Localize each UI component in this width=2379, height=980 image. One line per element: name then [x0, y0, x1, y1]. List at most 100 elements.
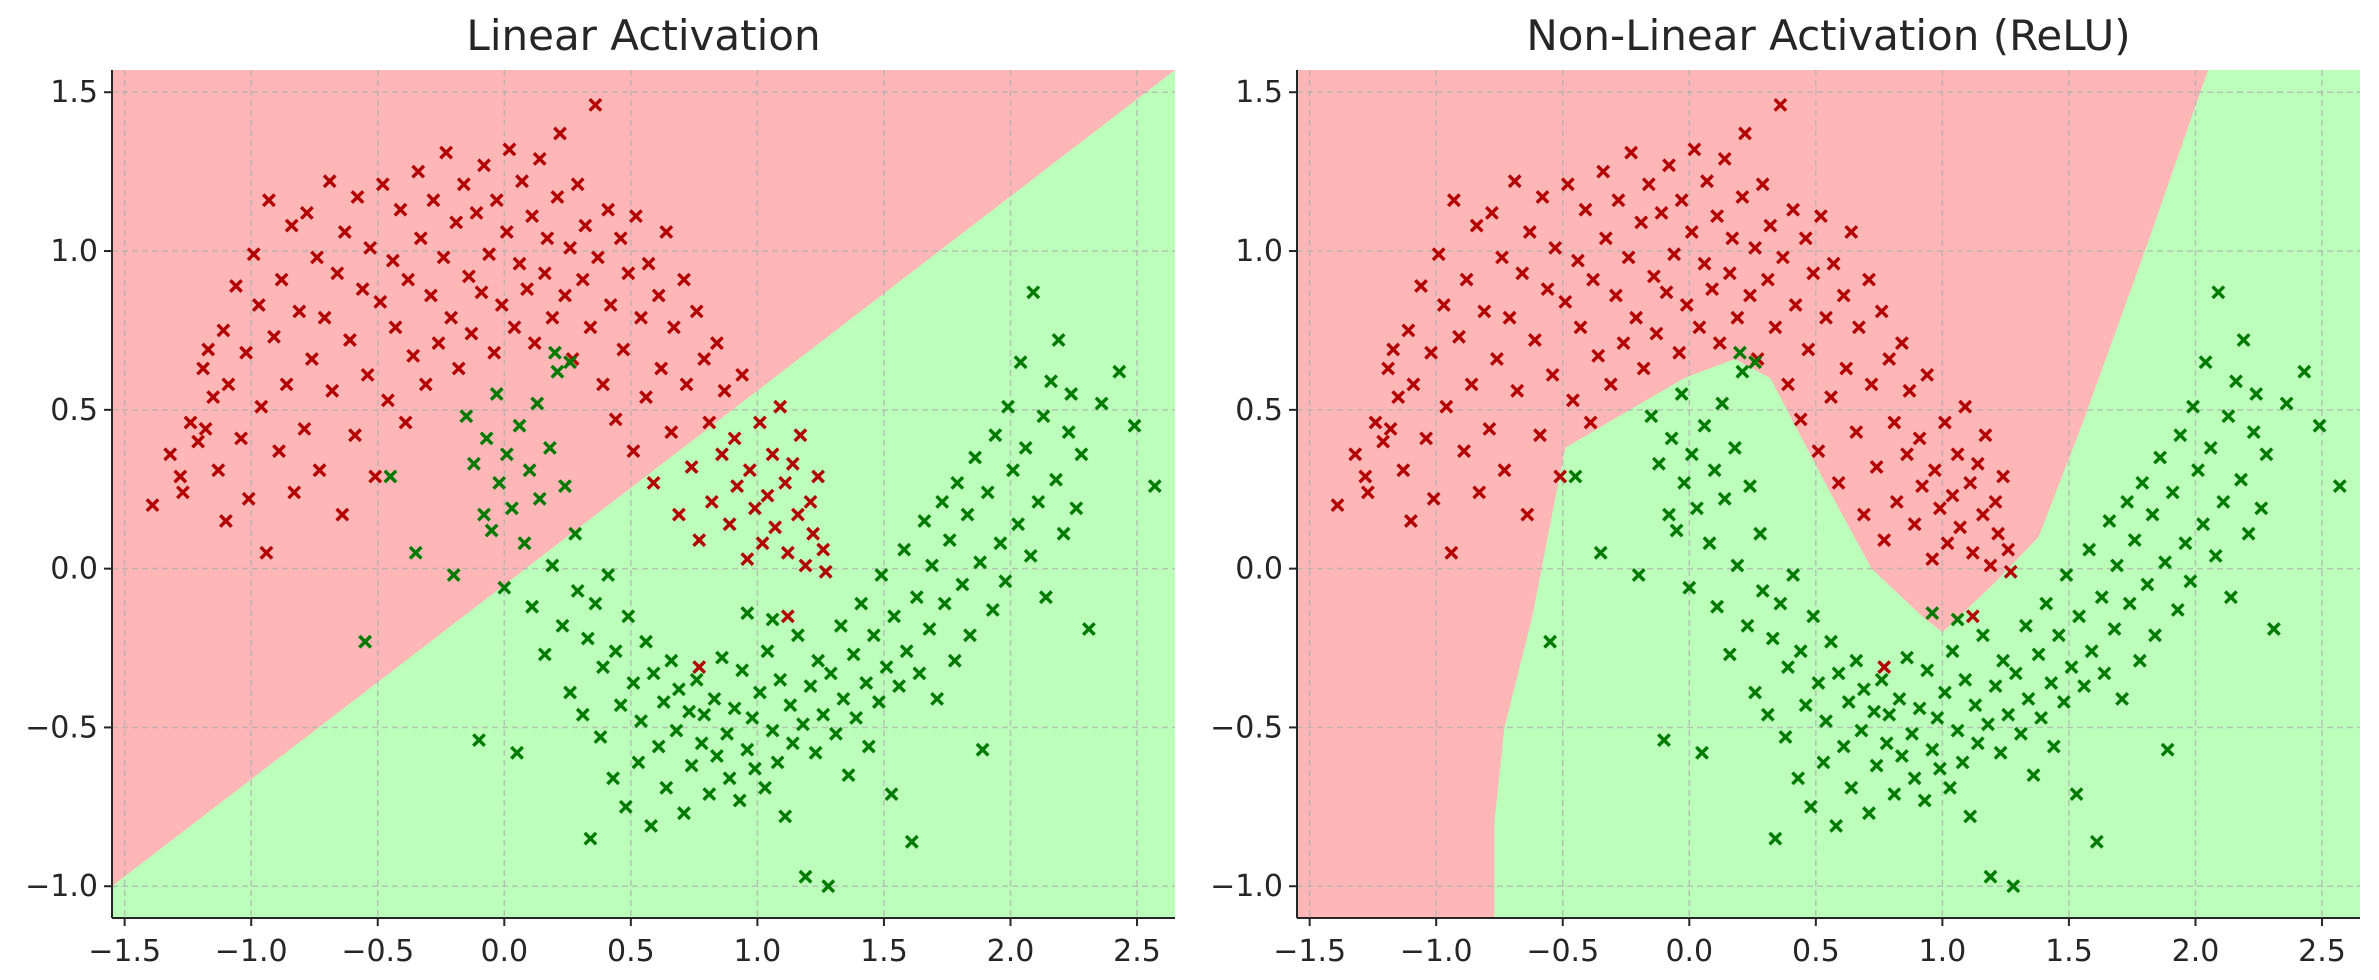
data-point [833, 618, 848, 633]
data-point [1743, 479, 1757, 494]
data-point [520, 282, 535, 297]
data-point [1722, 647, 1737, 662]
data-point [1968, 698, 1983, 713]
data-point [606, 771, 621, 786]
data-point [1472, 485, 1487, 500]
data-point [1983, 869, 1998, 884]
data-point [1074, 447, 1089, 462]
data-point [360, 367, 375, 382]
y-tick-label: 0.0 [50, 552, 98, 587]
data-point [628, 209, 643, 224]
data-point [654, 361, 669, 376]
data-point [704, 494, 719, 509]
data-point [487, 345, 502, 360]
data-point [1023, 548, 1038, 563]
data-point [973, 555, 988, 570]
data-point [547, 345, 562, 360]
data-point [1755, 177, 1770, 192]
data-point [2234, 472, 2248, 487]
data-point [145, 498, 160, 513]
data-point [887, 609, 902, 624]
data-point [563, 240, 578, 255]
data-point [259, 545, 274, 560]
data-point [1482, 421, 1497, 436]
data-point [2082, 542, 2097, 557]
data-point [1452, 329, 1466, 344]
data-point [504, 501, 519, 516]
data-point [1558, 294, 1573, 309]
data-point [1963, 809, 1978, 824]
data-point [246, 247, 261, 262]
data-point [752, 415, 767, 430]
data-point [1826, 256, 1841, 271]
data-point [935, 494, 950, 509]
data-point [1927, 463, 1942, 478]
data-point [942, 533, 957, 548]
data-point [1634, 215, 1649, 230]
data-point [1669, 523, 1684, 538]
data-point [1786, 202, 1801, 217]
data-point [765, 612, 780, 627]
data-point [1702, 536, 1717, 551]
data-point [563, 685, 578, 700]
x-tick-label: 0.0 [480, 934, 528, 969]
data-point [411, 164, 426, 179]
data-point [1793, 644, 1808, 659]
data-point [639, 634, 653, 649]
x-tick-label: 2.5 [2298, 934, 2346, 969]
data-point [1892, 691, 1907, 706]
data-point [1403, 514, 1418, 528]
data-point [1912, 431, 1927, 446]
data-point [1900, 447, 1914, 462]
y-tick-label: −0.5 [1210, 710, 1283, 745]
data-point [2097, 666, 2112, 681]
data-point [798, 869, 813, 884]
data-point [702, 415, 717, 430]
data-point [2279, 396, 2294, 411]
data-point [1553, 469, 1568, 484]
data-point [1061, 425, 1076, 440]
data-point [418, 377, 433, 392]
data-point [1803, 799, 1818, 814]
data-point [590, 250, 605, 265]
data-point [760, 488, 775, 503]
data-point [1535, 190, 1550, 204]
data-point [1629, 310, 1644, 325]
data-point [684, 460, 699, 474]
data-point [950, 475, 965, 490]
data-point [342, 333, 357, 347]
x-tick-label: −1.0 [215, 934, 288, 969]
data-point [745, 710, 760, 725]
data-point [1360, 485, 1375, 500]
data-point [1874, 304, 1889, 319]
data-point [383, 469, 398, 484]
data-point [489, 193, 504, 208]
x-tick-label: −0.5 [1526, 934, 1599, 969]
data-point [1527, 333, 1542, 347]
data-point [1831, 475, 1846, 490]
data-point [740, 742, 755, 757]
data-point [1049, 472, 1063, 487]
data-point [899, 644, 914, 659]
data-point [722, 771, 737, 786]
data-point [1887, 415, 1902, 430]
data-point [588, 97, 603, 112]
data-point [760, 644, 775, 659]
data-point [494, 298, 509, 312]
data-point [947, 653, 962, 668]
data-point [1548, 240, 1563, 255]
data-point [1636, 361, 1651, 376]
data-point [413, 231, 428, 246]
chart-panel-linear-activation: Linear Activation −1.5 −1.0 −0.5 0.0 0.5 1.0 1… [25, 11, 1175, 969]
data-point [1330, 498, 1345, 513]
data-point [1725, 231, 1740, 246]
data-point [2051, 628, 2066, 643]
data-point [1907, 771, 1922, 786]
y-tick-label: 1.5 [1235, 75, 1283, 110]
chart-panel-relu-activation: Non-Linear Activation (ReLU) −1.5 −1.0 −0.… [1210, 11, 2360, 969]
data-point [2223, 590, 2238, 605]
data-point [937, 596, 952, 611]
data-point [1945, 644, 1960, 659]
data-point [811, 469, 826, 484]
